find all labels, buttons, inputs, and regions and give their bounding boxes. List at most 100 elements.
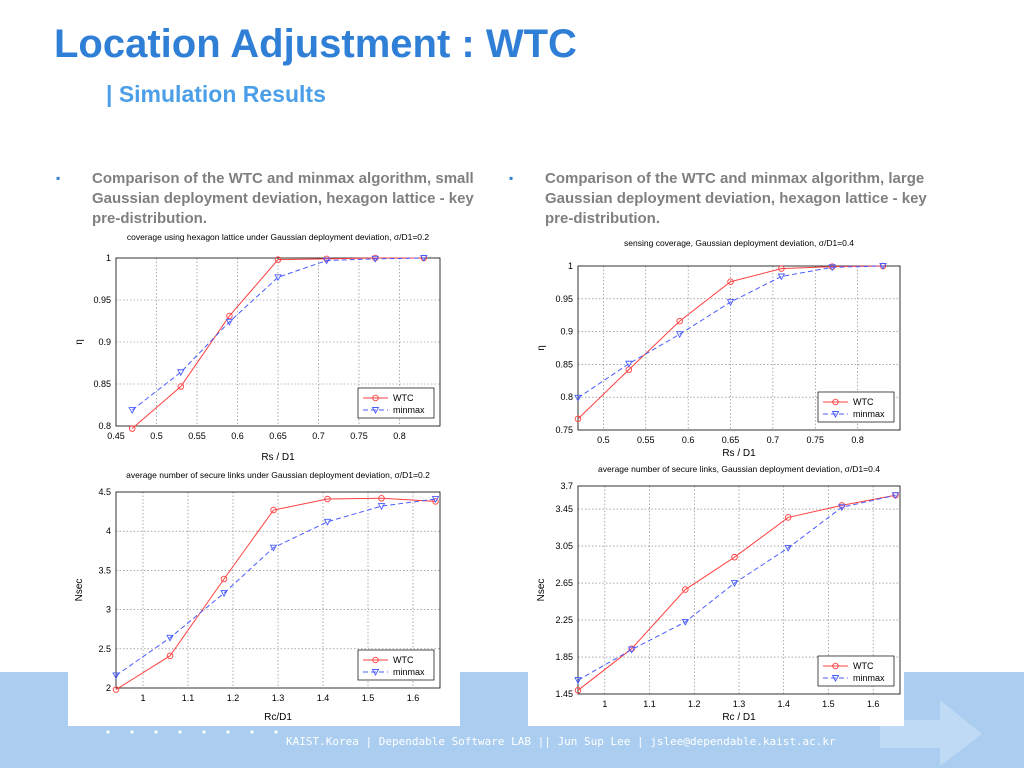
data-point-minmax (431, 496, 440, 503)
chart-coverage-small-deviation: coverage using hexagon lattice under Gau… (74, 232, 441, 463)
x-tick-label: 1.2 (227, 693, 240, 703)
data-point-WTC (112, 686, 120, 693)
data-point-minmax (784, 544, 792, 552)
legend-label-WTC: WTC (393, 655, 414, 665)
data-point-minmax (726, 299, 735, 307)
data-point-WTC (574, 687, 582, 694)
y-tick-label: 2.65 (555, 578, 573, 588)
y-axis-label: η (536, 345, 547, 351)
y-tick-label: 1.45 (555, 689, 573, 699)
legend-marker-minmax (371, 407, 380, 414)
data-point-WTC (432, 498, 439, 505)
plot-frame (577, 485, 901, 695)
plot-frame (577, 265, 901, 431)
series-line-minmax (115, 498, 436, 676)
y-axis-label: Nsec (74, 579, 85, 602)
legend-marker-WTC (372, 394, 379, 402)
data-point-minmax (220, 590, 228, 598)
arrow-decoration-icon (880, 700, 982, 766)
data-point-WTC (727, 278, 734, 285)
legend-box (817, 655, 895, 687)
x-tick-label: 0.6 (682, 435, 695, 445)
y-tick-label: 4.5 (98, 487, 111, 497)
legend-label-minmax: minmax (393, 405, 425, 415)
y-tick-label: 3.7 (560, 481, 573, 491)
data-point-minmax (377, 503, 386, 511)
legend-marker-minmax (371, 669, 380, 676)
plot-frame (115, 491, 441, 689)
legend-label-WTC: WTC (393, 393, 414, 403)
x-tick-label: 1.3 (733, 699, 746, 709)
x-tick-label: 0.75 (806, 435, 824, 445)
y-axis-label: Nsec (536, 579, 547, 602)
legend-marker-minmax (831, 411, 840, 418)
data-point-minmax (269, 544, 278, 552)
data-point-WTC (574, 415, 582, 423)
data-point-WTC (177, 383, 185, 390)
data-point-WTC (378, 495, 385, 502)
y-tick-label: 0.85 (555, 359, 573, 369)
x-tick-label: 1.5 (362, 693, 375, 703)
y-tick-label: 2.5 (98, 644, 111, 654)
data-point-minmax (828, 264, 836, 272)
data-point-minmax (322, 257, 331, 265)
x-tick-label: 0.55 (637, 435, 655, 445)
data-point-minmax (730, 580, 739, 588)
x-tick-label: 0.45 (107, 431, 125, 441)
x-tick-label: 1.2 (688, 699, 701, 709)
x-tick-label: 0.75 (350, 431, 368, 441)
x-tick-label: 0.65 (722, 435, 740, 445)
y-tick-label: 3.05 (555, 541, 573, 551)
y-tick-label: 0.95 (93, 295, 111, 305)
data-point-WTC (778, 265, 785, 272)
legend-marker-WTC (832, 662, 839, 670)
x-tick-label: 1 (602, 699, 607, 709)
data-point-minmax (891, 492, 900, 500)
legend-box (357, 649, 435, 681)
data-point-WTC (226, 312, 233, 320)
y-tick-label: 1 (106, 253, 111, 263)
slide-subtitle: | Simulation Results (106, 81, 326, 108)
x-tick-label: 1.1 (182, 693, 195, 703)
data-point-minmax (112, 672, 120, 680)
y-tick-label: 0.75 (555, 425, 573, 435)
series-line-minmax (131, 257, 424, 411)
chart-title: average number of secure links under Gau… (126, 470, 430, 480)
data-point-minmax (574, 394, 582, 402)
x-tick-label: 1.1 (643, 699, 656, 709)
chart-secure-links-large-deviation: average number of secure links, Gaussian… (536, 464, 901, 723)
data-point-WTC (784, 514, 792, 521)
y-axis-label: η (74, 339, 85, 345)
x-tick-label: 1.4 (317, 693, 330, 703)
y-tick-label: 0.85 (93, 379, 111, 389)
data-point-WTC (731, 553, 738, 561)
y-tick-label: 0.9 (98, 337, 111, 347)
bullet-left-text: Comparison of the WTC and minmax algorit… (92, 170, 474, 227)
bullet-left: ▪ Comparison of the WTC and minmax algor… (56, 169, 487, 229)
data-point-WTC (220, 575, 228, 583)
x-axis-label: Rs / D1 (261, 452, 295, 463)
y-tick-label: 1 (568, 261, 573, 271)
x-axis-label: Rc/D1 (264, 712, 292, 723)
data-point-minmax (177, 369, 185, 377)
x-tick-label: 1.5 (822, 699, 835, 709)
data-point-minmax (574, 677, 582, 685)
data-point-minmax (625, 360, 633, 368)
y-tick-label: 0.9 (560, 327, 573, 337)
data-point-minmax (681, 618, 690, 626)
chart-panel-top-left: coverage using hexagon lattice under Gau… (68, 228, 460, 468)
data-point-minmax (225, 318, 234, 326)
data-point-WTC (371, 254, 379, 262)
data-point-minmax (627, 646, 636, 654)
legend-label-minmax: minmax (393, 667, 425, 677)
series-line-WTC (131, 257, 424, 429)
bullet-right-text: Comparison of the WTC and minmax algorit… (545, 170, 927, 227)
x-tick-label: 1 (140, 693, 145, 703)
x-tick-label: 0.6 (231, 431, 244, 441)
y-tick-label: 3.5 (98, 565, 111, 575)
y-tick-label: 4 (106, 526, 111, 536)
legend-marker-WTC (372, 656, 379, 664)
series-line-minmax (577, 265, 884, 399)
data-point-minmax (166, 634, 174, 642)
x-tick-label: 0.65 (269, 431, 287, 441)
